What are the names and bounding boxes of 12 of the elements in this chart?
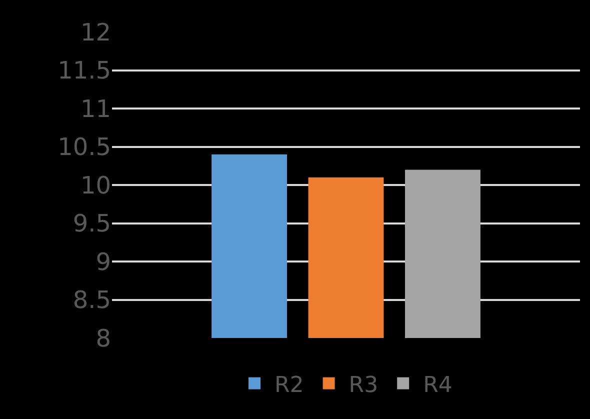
y-tick-label: 9 <box>96 248 111 276</box>
legend-label: R4 <box>423 372 452 398</box>
y-tick-label: 10.5 <box>58 133 111 162</box>
y-tick-label: 8 <box>96 324 111 352</box>
y-tick-label: 12 <box>80 18 111 46</box>
y-tick-label: 11.5 <box>58 56 111 85</box>
y-tick-label: 11 <box>80 94 111 123</box>
y-tick-label: 8.5 <box>72 286 111 314</box>
legend-label: R2 <box>274 372 304 398</box>
legend-label: R3 <box>348 372 378 398</box>
y-tick-label: 10 <box>80 171 111 200</box>
y-tick-label: 9.5 <box>72 210 111 238</box>
